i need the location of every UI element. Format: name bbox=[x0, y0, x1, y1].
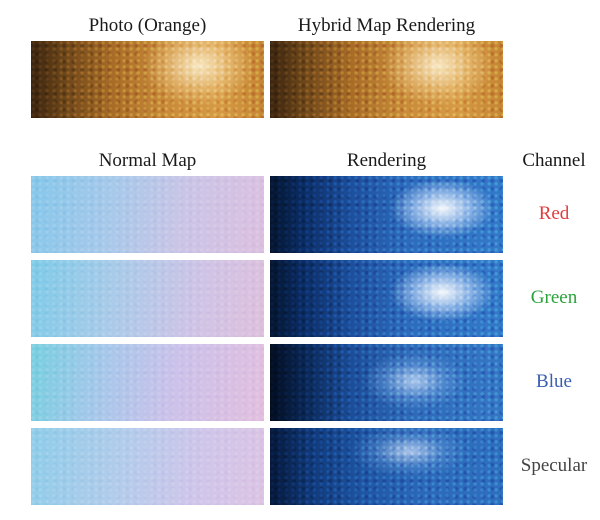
hybrid-map-rendering-label: Hybrid Map Rendering bbox=[297, 15, 476, 36]
normal-map-red-image bbox=[31, 176, 264, 253]
normal-map-specular-image bbox=[31, 428, 264, 505]
channel-label: Channel bbox=[522, 150, 586, 171]
channel-green-label: Green bbox=[530, 287, 578, 308]
photo-orange-image bbox=[31, 41, 264, 118]
channel-specular-label: Specular bbox=[520, 455, 588, 476]
hybrid-map-rendering-image bbox=[270, 41, 503, 118]
rendering-blue-image bbox=[270, 344, 503, 421]
channel-red-label: Red bbox=[538, 203, 570, 224]
photo-orange-label: Photo (Orange) bbox=[88, 15, 207, 36]
normal-map-label: Normal Map bbox=[98, 150, 197, 171]
rendering-label: Rendering bbox=[346, 150, 427, 171]
rendering-specular-image bbox=[270, 428, 503, 505]
normal-map-blue-image bbox=[31, 344, 264, 421]
normal-map-green-image bbox=[31, 260, 264, 337]
channel-blue-label: Blue bbox=[536, 371, 572, 392]
rendering-green-image bbox=[270, 260, 503, 337]
rendering-red-image bbox=[270, 176, 503, 253]
